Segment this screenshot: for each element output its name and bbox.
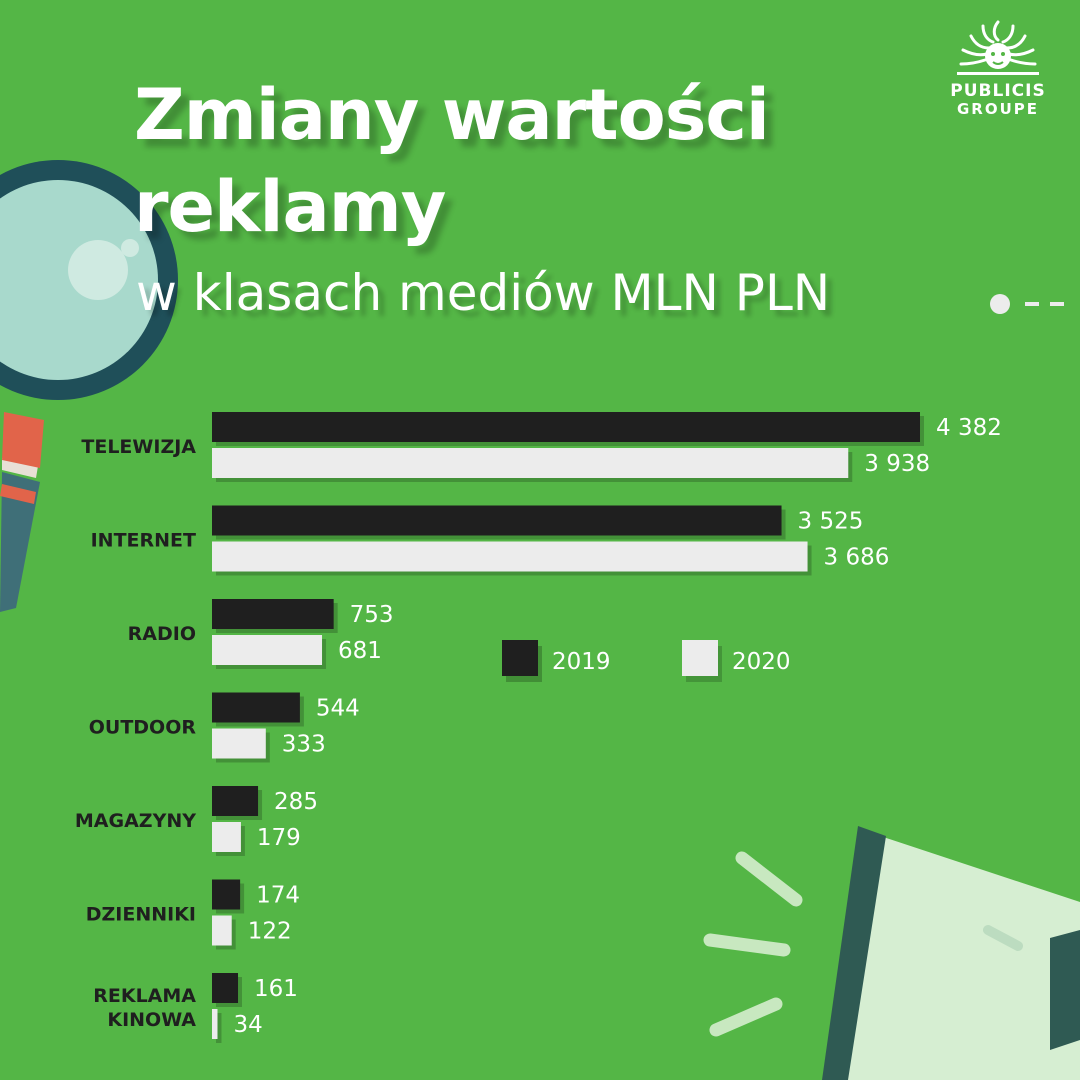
value-label-2020-6: 34 [233, 1012, 262, 1038]
value-label-2019-4: 285 [274, 789, 318, 815]
bar-2019-4 [212, 786, 259, 816]
value-label-2019-1: 3 525 [798, 509, 864, 535]
value-label-2020-4: 179 [257, 825, 301, 851]
chart-legend: 2019 2020 [502, 640, 791, 682]
value-label-2019-2: 753 [350, 602, 394, 628]
category-label-6-1: KINOWA [107, 1009, 196, 1031]
legend-swatch-2020 [682, 640, 718, 676]
legend-label-2019: 2019 [552, 649, 611, 675]
value-label-2020-3: 333 [282, 732, 326, 758]
value-label-2020-1: 3 686 [824, 545, 890, 571]
logo-text-groupe: GROUPE [956, 99, 1040, 118]
magnifier-illustration [0, 160, 178, 612]
bar-2019-5 [212, 879, 241, 910]
bar-2019-1 [212, 505, 782, 536]
chart-subtitle: w klasach mediów MLN PLN [136, 264, 831, 322]
category-label-0-0: TELEWIZJA [81, 436, 196, 458]
chart-title-line2: reklamy [134, 166, 446, 248]
bar-2019-6 [212, 973, 239, 1003]
bar-2020-2 [212, 635, 323, 665]
value-label-2020-5: 122 [248, 919, 292, 945]
bar-2019-3 [212, 692, 300, 723]
megaphone-illustration [703, 826, 1080, 1080]
value-label-2019-6: 161 [254, 976, 298, 1002]
value-label-2019-3: 544 [316, 696, 360, 722]
category-labels: TELEWIZJA INTERNET RADIO OUTDOOR MAGAZYNY DZI… [75, 436, 196, 1031]
bar-2019-0 [212, 412, 920, 442]
legend-label-2020: 2020 [732, 649, 791, 675]
bar-2020-1 [212, 541, 808, 572]
category-label-5-0: DZIENNIKI [86, 904, 196, 926]
bar-2020-5 [212, 915, 232, 946]
bar-2020-4 [212, 822, 241, 852]
chart-title-line1: Zmiany wartości [134, 74, 770, 156]
value-label-2019-5: 174 [256, 883, 300, 909]
value-label-2020-2: 681 [338, 638, 382, 664]
dot-dash-decoration [990, 294, 1064, 314]
bar-2019-2 [212, 599, 334, 629]
category-label-1-0: INTERNET [91, 530, 196, 552]
bar-shadow [216, 1013, 222, 1043]
bars-layer [212, 412, 924, 1043]
category-label-2-0: RADIO [128, 623, 196, 645]
bar-2020-0 [212, 448, 849, 478]
legend-swatch-2019 [502, 640, 538, 676]
category-label-4-0: MAGAZYNY [75, 810, 196, 832]
category-label-6-0: REKLAMA [93, 985, 196, 1007]
bar-chart: TELEWIZJA INTERNET RADIO OUTDOOR MAGAZYNY DZI… [75, 412, 1002, 1043]
value-label-2019-0: 4 382 [936, 415, 1002, 441]
logo-text-publicis: PUBLICIS [950, 81, 1046, 101]
category-label-3-0: OUTDOOR [89, 717, 197, 739]
publicis-groupe-logo: PUBLICIS GROUPE [938, 14, 1058, 117]
bar-2020-6 [212, 1009, 218, 1039]
value-label-2020-0: 3 938 [864, 451, 930, 477]
bar-2020-3 [212, 728, 266, 759]
lion-emblem-icon [957, 20, 1039, 75]
